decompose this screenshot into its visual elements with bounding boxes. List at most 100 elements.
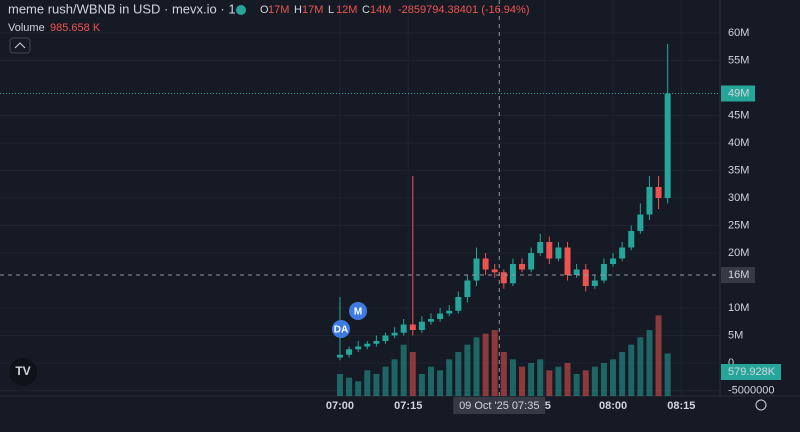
- volume-bar: [491, 330, 498, 396]
- candle-body: [482, 258, 489, 270]
- candle-body: [373, 341, 380, 344]
- candle-body: [664, 93, 671, 198]
- candle-body: [418, 321, 425, 330]
- volume-bar: [364, 370, 371, 396]
- candle-body: [491, 269, 498, 273]
- candle-body: [519, 264, 526, 270]
- y-tick-label: 10M: [728, 302, 749, 314]
- volume-bar: [519, 366, 526, 396]
- ohlc-value: 17M: [268, 4, 289, 16]
- volume-label: Volume: [8, 22, 45, 34]
- volume-bar: [546, 370, 553, 396]
- candle-body: [355, 346, 362, 350]
- last-price-tag: [721, 85, 755, 102]
- volume-bar: [591, 366, 598, 396]
- candle-body: [610, 258, 617, 264]
- candle-body: [437, 313, 444, 319]
- y-tick-label: 45M: [728, 109, 749, 121]
- ohlc-value: 14M: [370, 4, 391, 16]
- volume-bar: [628, 344, 635, 396]
- change: -2859794.38401 (-16.94%): [398, 4, 529, 16]
- crosshair-x-label: 09 Oct '25 07:35: [459, 400, 539, 412]
- volume-bar: [437, 370, 444, 396]
- candle-body: [655, 187, 662, 198]
- volume-bar: [373, 374, 380, 396]
- y-tick-label: 30M: [728, 192, 749, 204]
- candle-body: [546, 242, 553, 259]
- candle-body: [573, 269, 580, 275]
- volume-bar: [500, 352, 507, 396]
- y-tick-label: 20M: [728, 247, 749, 259]
- volume-bar: [446, 359, 453, 396]
- candle-body: [427, 319, 434, 322]
- volume-tag: [721, 364, 781, 380]
- volume-bar: [610, 359, 617, 396]
- candle-body: [555, 247, 562, 259]
- event-marker-label: M: [354, 307, 362, 318]
- candle-body: [391, 332, 398, 336]
- volume-bar: [355, 381, 362, 396]
- volume-bar: [619, 352, 626, 396]
- y-tick-label: 40M: [728, 137, 749, 149]
- candle-body: [600, 264, 607, 281]
- event-marker[interactable]: [332, 320, 350, 338]
- tv-logo-text: TV: [15, 364, 30, 378]
- event-marker[interactable]: [349, 302, 367, 320]
- y-tick-label: 60M: [728, 27, 749, 39]
- candle-body: [500, 272, 507, 284]
- candle-body: [464, 280, 471, 297]
- collapse-button[interactable]: [9, 37, 31, 54]
- event-marker-label: DA: [334, 325, 348, 336]
- ohlc-key: H: [294, 4, 302, 16]
- volume-bar: [400, 344, 407, 396]
- ohlc-value: 12M: [336, 4, 357, 16]
- ohlc-key: O: [260, 4, 269, 16]
- volume-value: 985.658 K: [50, 22, 101, 34]
- candle-body: [336, 354, 343, 358]
- x-tick-label: 08:15: [667, 400, 695, 412]
- candle-body: [346, 349, 353, 355]
- candle-body: [646, 187, 653, 215]
- volume-bar: [655, 315, 662, 396]
- y-tick-label: 55M: [728, 54, 749, 66]
- candle-body: [582, 269, 589, 286]
- volume-bar: [473, 337, 480, 396]
- volume-bar: [455, 352, 462, 396]
- last-price-label: 49M: [728, 87, 749, 99]
- volume-bar: [600, 363, 607, 396]
- volume-bar: [582, 370, 589, 396]
- settings-icon[interactable]: [755, 399, 767, 411]
- candle-body: [619, 247, 626, 259]
- candle-body: [509, 264, 516, 284]
- candle-body: [591, 280, 598, 286]
- volume-last-label: 579.928K: [728, 366, 776, 378]
- x-tick-label: 08:00: [599, 400, 627, 412]
- ohlc-value: 17M: [302, 4, 323, 16]
- status-dot: [236, 5, 246, 15]
- candle-body: [637, 214, 644, 231]
- volume-bar: [336, 374, 343, 396]
- collapse-icon: [14, 42, 26, 49]
- volume-bar: [427, 366, 434, 396]
- volume-bar: [637, 337, 644, 396]
- volume-bar: [564, 363, 571, 396]
- candle-body: [537, 242, 544, 253]
- volume-bar: [509, 359, 516, 396]
- volume-bar: [418, 374, 425, 396]
- candle-body: [364, 343, 371, 347]
- volume-bar: [409, 352, 416, 396]
- volume-bar: [464, 344, 471, 396]
- ohlc-key: C: [362, 4, 370, 16]
- x-tick-label: 07:00: [326, 400, 354, 412]
- volume-bar: [537, 359, 544, 396]
- volume-bar: [382, 366, 389, 396]
- volume-bar: [646, 330, 653, 396]
- volume-bar: [555, 366, 562, 396]
- volume-bar: [391, 359, 398, 396]
- candle-body: [382, 335, 389, 341]
- volume-bar: [664, 353, 671, 396]
- candle-body: [564, 247, 571, 275]
- y-tick-label: 25M: [728, 219, 749, 231]
- tv-logo[interactable]: [9, 358, 37, 386]
